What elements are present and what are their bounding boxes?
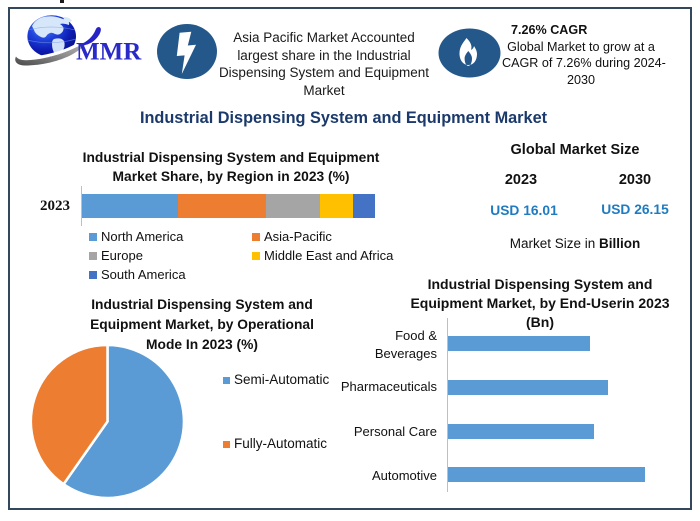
svg-text:MMR: MMR: [76, 39, 142, 66]
